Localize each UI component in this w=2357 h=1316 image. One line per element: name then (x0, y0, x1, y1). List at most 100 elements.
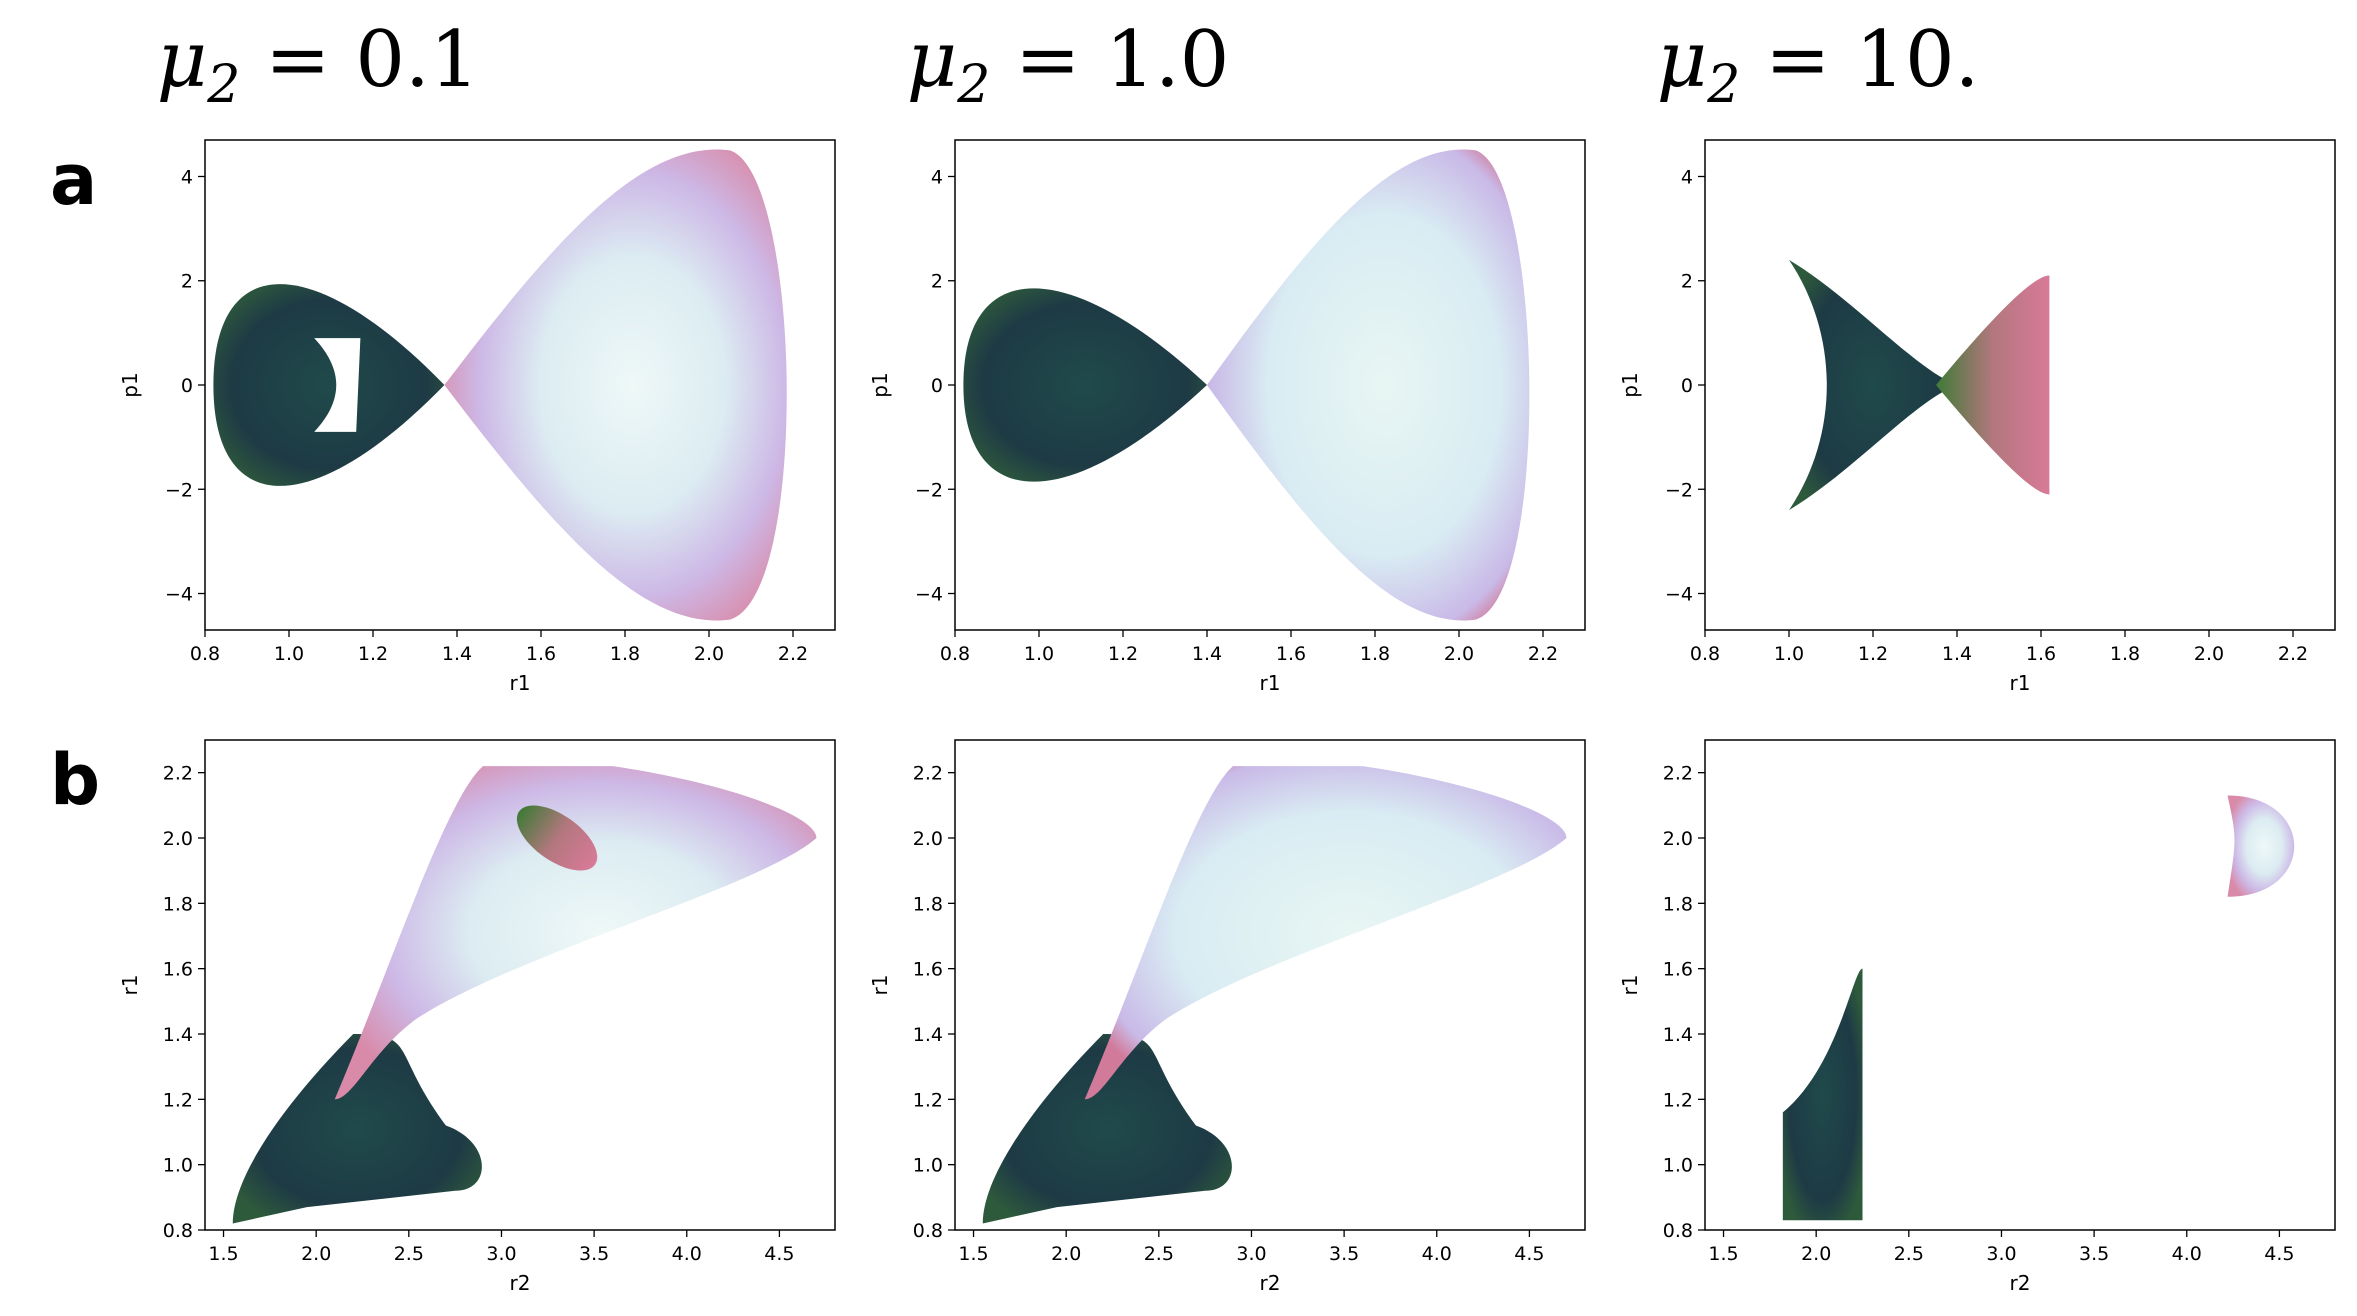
x-tick-label: 0.8 (1690, 643, 1720, 665)
x-tick-label: 1.8 (2110, 643, 2140, 665)
y-tick-label: 1.0 (163, 1155, 193, 1177)
y-tick-label: −2 (915, 479, 943, 501)
y-axis-label: r1 (1618, 975, 1642, 996)
y-tick-label: 1.4 (163, 1024, 193, 1046)
y-tick-label: 1.0 (1663, 1155, 1693, 1177)
panel-3: 0.8 1.0 1.2 1.4 1.6 1.8 2.0 2.2 −4 −2 0 2 4 r1 p1 (1618, 139, 2336, 695)
y-tick-label: 0 (181, 375, 193, 397)
y-tick-label: 2 (931, 271, 943, 293)
x-axis-label: r1 (2010, 671, 2031, 695)
y-tick-label: 2.2 (1663, 763, 1693, 785)
panel-4: 1.5 2.0 2.5 3.0 3.5 4.0 4.5 0.8 1.0 1.2 1.4 1.6 1.8 2… (118, 739, 836, 1295)
y-tick-label: 1.4 (1663, 1024, 1693, 1046)
column-title-1-subscript: 2 (207, 55, 241, 115)
y-tick-label: 0.8 (163, 1220, 193, 1242)
y-tick-label: 0.8 (1663, 1220, 1693, 1242)
column-title-1: μ2 = 0.1 (58, 10, 578, 135)
y-tick-label: 1.0 (913, 1155, 943, 1177)
x-tick-label: 1.4 (442, 643, 472, 665)
y-tick-label: 2 (1681, 271, 1693, 293)
y-tick-label: 1.4 (913, 1024, 943, 1046)
x-tick-label: 2.2 (1528, 643, 1558, 665)
x-tick-label: 3.5 (1329, 1243, 1359, 1265)
panel-5: 1.5 2.0 2.5 3.0 3.5 4.0 4.5 0.8 1.0 1.2 1.4 1.6 1.8 2… (868, 739, 1586, 1295)
row-label-a: a (50, 139, 98, 221)
column-title-2-subscript: 2 (957, 55, 991, 115)
region-cap-2 (2227, 795, 2295, 897)
x-axis-label: r1 (1260, 671, 1281, 695)
region-lower-1 (232, 1034, 482, 1224)
column-title-3-value: = 10. (1740, 15, 1980, 105)
x-tick-label: 2.5 (394, 1243, 424, 1265)
x-tick-label: 2.0 (1801, 1243, 1831, 1265)
x-tick-label: 1.5 (208, 1243, 238, 1265)
y-tick-label: 4 (931, 166, 943, 188)
x-tick-label: 2.2 (2278, 643, 2308, 665)
x-axis-label: r2 (510, 1271, 531, 1295)
x-tick-label: 4.0 (2172, 1243, 2202, 1265)
plot-regions (982, 766, 1567, 1224)
plot-regions (963, 149, 1530, 621)
x-tick-label: 4.0 (672, 1243, 702, 1265)
x-tick-label: 4.0 (1422, 1243, 1452, 1265)
plot-regions (1789, 259, 2050, 511)
x-tick-label: 0.8 (190, 643, 220, 665)
x-tick-label: 1.0 (1024, 643, 1054, 665)
plot-regions (1782, 795, 2295, 1221)
y-tick-label: −4 (915, 584, 943, 606)
x-tick-label: 1.2 (1858, 643, 1888, 665)
y-axis-label: r1 (118, 975, 142, 996)
y-tick-label: 1.6 (1663, 959, 1693, 981)
y-tick-label: 4 (181, 166, 193, 188)
column-title-2: μ2 = 1.0 (808, 10, 1328, 135)
plot-frame (1704, 739, 2336, 1231)
x-tick-label: 1.5 (1708, 1243, 1738, 1265)
region-upper-2 (1084, 766, 1567, 1100)
region-lobe-2 (1207, 149, 1530, 621)
y-tick-label: −4 (165, 584, 193, 606)
x-tick-label: 1.6 (526, 643, 556, 665)
column-title-2-value: = 1.0 (990, 15, 1230, 105)
region-wedge-2 (1936, 275, 2050, 495)
y-tick-label: 2.2 (163, 763, 193, 785)
y-axis-label: r1 (868, 975, 892, 996)
y-tick-label: 1.6 (913, 959, 943, 981)
x-axis-label: r2 (2010, 1271, 2031, 1295)
column-title-3-subscript: 2 (1707, 55, 1741, 115)
region-lobe-1 (963, 288, 1207, 482)
x-tick-label: 1.5 (958, 1243, 988, 1265)
x-tick-label: 1.2 (358, 643, 388, 665)
row-label-b: b (50, 739, 101, 821)
x-tick-label: 3.5 (579, 1243, 609, 1265)
y-tick-label: 2.0 (1663, 828, 1693, 850)
x-tick-label: 2.0 (2194, 643, 2224, 665)
region-lobe-1 (213, 284, 445, 486)
y-tick-label: 2.0 (163, 828, 193, 850)
x-tick-label: 4.5 (1514, 1243, 1544, 1265)
region-ellipse-3 (516, 805, 598, 871)
y-axis-label: p1 (868, 372, 892, 397)
y-tick-label: 2.2 (913, 763, 943, 785)
x-tick-label: 2.5 (1894, 1243, 1924, 1265)
y-tick-label: 1.2 (913, 1089, 943, 1111)
y-tick-label: 2.0 (913, 828, 943, 850)
x-tick-label: 2.0 (301, 1243, 331, 1265)
x-axis-label: r2 (1260, 1271, 1281, 1295)
x-tick-label: 4.5 (764, 1243, 794, 1265)
region-lobe-2 (444, 149, 787, 621)
x-axis-label: r1 (510, 671, 531, 695)
x-tick-label: 1.4 (1942, 643, 1972, 665)
y-tick-label: −4 (1665, 584, 1693, 606)
panel-6: 1.5 2.0 2.5 3.0 3.5 4.0 4.5 0.8 1.0 1.2 1.4 1.6 1.8 2… (1618, 739, 2336, 1295)
x-tick-label: 1.4 (1192, 643, 1222, 665)
column-title-2-symbol: μ (906, 15, 958, 105)
y-tick-label: 0 (1681, 375, 1693, 397)
region-crescent-1 (1789, 259, 1957, 511)
x-tick-label: 2.0 (1444, 643, 1474, 665)
x-tick-label: 2.5 (1144, 1243, 1174, 1265)
region-lower-1 (982, 1034, 1232, 1224)
x-tick-label: 1.2 (1108, 643, 1138, 665)
y-tick-label: 1.8 (1663, 893, 1693, 915)
region-block-1 (1782, 968, 1863, 1221)
